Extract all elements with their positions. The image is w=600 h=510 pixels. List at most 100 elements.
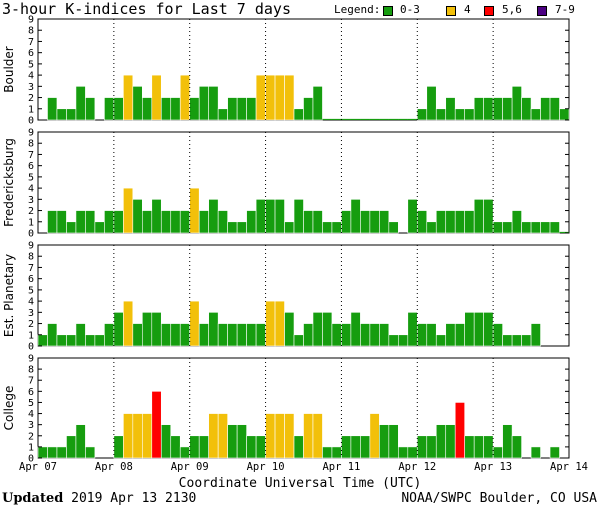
- k-index-bar: [198, 435, 209, 459]
- k-index-bar: [303, 413, 314, 459]
- k-index-bar: [123, 413, 134, 459]
- k-index-bar: [379, 323, 390, 347]
- k-index-bar: [189, 97, 200, 121]
- k-index-bar: [559, 231, 569, 233]
- k-index-bar: [160, 424, 172, 459]
- k-index-bar: [435, 108, 447, 121]
- legend: Legend: 0-3 4 5,6 7-9: [334, 3, 600, 19]
- k-index-bar: [388, 118, 399, 120]
- y-tick-label: 1: [28, 442, 34, 453]
- k-index-bar: [142, 413, 153, 459]
- k-index-bar: [473, 97, 484, 121]
- y-tick-label: 8: [28, 365, 34, 376]
- k-index-bar: [435, 210, 447, 234]
- k-index-bar: [407, 446, 418, 459]
- k-index-bar: [502, 97, 513, 121]
- k-index-bar: [208, 413, 219, 459]
- k-index-bar: [47, 97, 58, 121]
- chart-title: 3-hour K-indices for Last 7 days: [2, 0, 291, 18]
- k-index-bar: [265, 413, 276, 459]
- y-tick-label: 4: [28, 297, 34, 308]
- k-index-bar: [407, 312, 418, 347]
- k-index-bar: [341, 323, 352, 347]
- k-index-bar: [511, 210, 522, 234]
- k-index-bar: [360, 210, 371, 234]
- panel-station-label: Fredericksburg: [2, 138, 16, 227]
- k-index-bar: [530, 221, 541, 234]
- updated-stamp: Updated 2019 Apr 13 2130: [2, 491, 196, 506]
- k-index-bar: [530, 108, 541, 121]
- k-index-bar: [360, 323, 371, 347]
- k-index-bar: [350, 118, 361, 120]
- y-tick-label: 4: [28, 71, 34, 82]
- y-tick-label: 0: [28, 116, 34, 127]
- k-index-bar: [331, 221, 342, 234]
- k-index-bar: [303, 210, 314, 234]
- k-index-bar: [142, 97, 153, 121]
- k-index-bar: [47, 446, 58, 459]
- k-index-bar: [549, 446, 560, 459]
- y-tick-label: 8: [28, 252, 34, 263]
- k-index-bar: [445, 424, 456, 459]
- k-index-bar: [483, 435, 494, 459]
- k-index-bar: [511, 86, 522, 121]
- k-index-bar: [132, 323, 143, 347]
- legend-swatch-storm: [484, 6, 494, 16]
- k-index-bar: [454, 108, 465, 121]
- k-index-bar: [407, 118, 418, 120]
- k-index-bar: [179, 446, 191, 459]
- k-index-bar: [369, 118, 380, 120]
- x-tick-label: Apr 09: [171, 461, 209, 473]
- legend-swatch-quiet: [383, 6, 393, 16]
- y-tick-label: 5: [28, 59, 34, 70]
- k-index-bar: [142, 210, 153, 234]
- legend-swatch-severe: [537, 6, 547, 16]
- k-index-bar: [274, 74, 285, 121]
- k-index-bar: [293, 435, 304, 459]
- k-index-bar: [274, 300, 285, 347]
- k-index-bar: [198, 86, 209, 121]
- k-index-bar: [217, 413, 228, 459]
- k-index-bar: [284, 74, 295, 121]
- k-index-bar: [407, 199, 418, 234]
- k-index-bar: [492, 221, 503, 234]
- y-tick-label: 7: [28, 376, 34, 387]
- k-index-bar: [445, 210, 456, 234]
- k-index-bar: [426, 221, 437, 234]
- k-index-bar: [416, 435, 428, 459]
- y-tick-label: 4: [28, 409, 34, 420]
- x-tick-label: Apr 08: [95, 461, 133, 473]
- k-index-bar: [435, 334, 447, 347]
- k-index-bar: [227, 97, 238, 121]
- k-index-bar: [312, 413, 323, 459]
- x-tick-label: Apr 10: [247, 461, 285, 473]
- y-tick-label: 5: [28, 172, 34, 183]
- k-index-bar: [217, 108, 228, 121]
- k-index-bar: [549, 97, 560, 121]
- k-index-bar: [236, 323, 247, 347]
- k-index-bar: [312, 210, 323, 234]
- k-index-bar: [255, 435, 266, 459]
- y-tick-label: 1: [28, 104, 34, 115]
- k-index-bar: [350, 199, 361, 234]
- k-index-bar: [502, 221, 513, 234]
- k-index-bar: [388, 424, 399, 459]
- k-index-bar: [473, 199, 484, 234]
- k-index-bar: [426, 323, 437, 347]
- y-tick-label: 3: [28, 195, 34, 206]
- k-index-bar: [502, 424, 513, 459]
- k-index-bar: [94, 334, 105, 347]
- k-index-bar: [483, 312, 494, 347]
- k-index-bar: [217, 210, 228, 234]
- k-index-bar: [104, 323, 115, 347]
- k-index-bar: [416, 323, 428, 347]
- y-tick-label: 0: [28, 342, 34, 353]
- k-index-bar: [445, 97, 456, 121]
- k-index-bar: [217, 323, 228, 347]
- k-index-bar: [56, 210, 67, 234]
- k-index-bar: [322, 446, 333, 459]
- k-index-bar: [398, 118, 408, 120]
- k-index-bar: [369, 323, 380, 347]
- k-index-bar: [322, 312, 333, 347]
